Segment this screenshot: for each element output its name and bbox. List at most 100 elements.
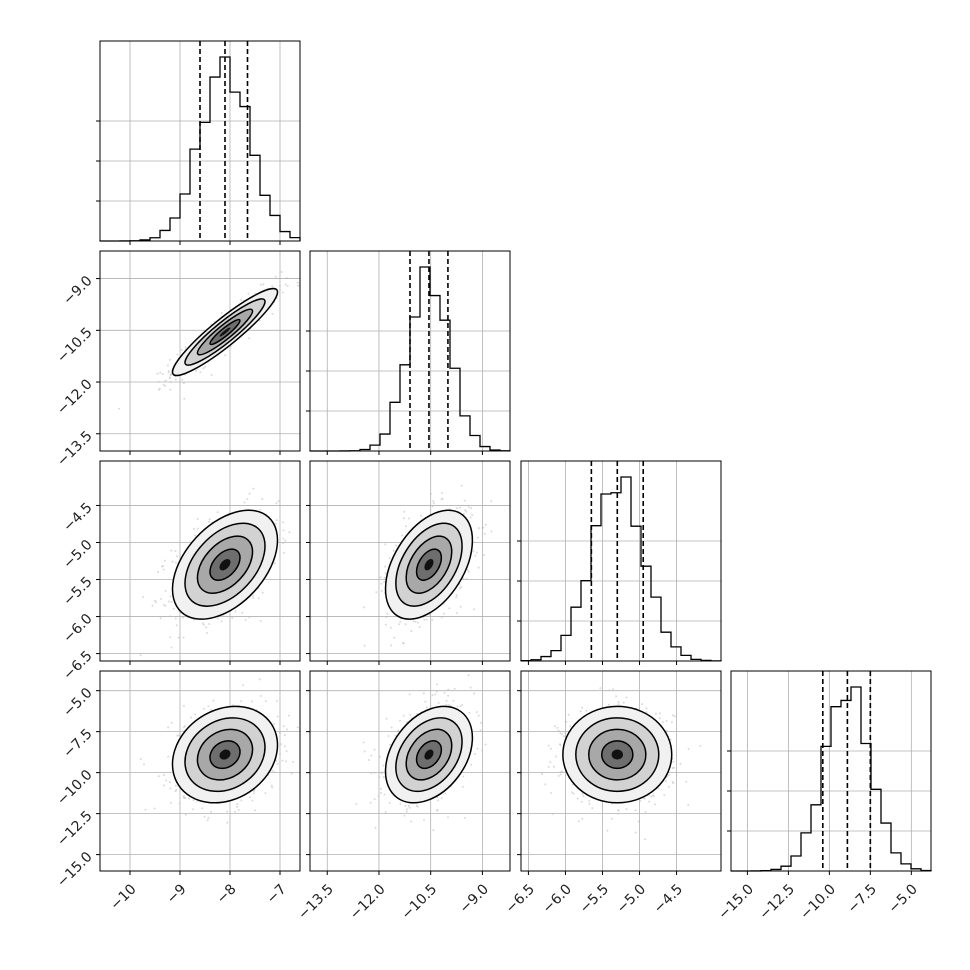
scatter-point <box>380 589 383 592</box>
scatter-point <box>412 620 415 623</box>
y-tick-label: −13.5 <box>54 428 96 470</box>
scatter-point <box>273 562 276 565</box>
scatter-point <box>273 723 275 725</box>
scatter-point <box>383 793 386 796</box>
scatter-point <box>541 773 544 776</box>
scatter-point <box>399 620 402 623</box>
scatter-point <box>475 551 478 554</box>
scatter-point <box>157 571 160 573</box>
scatter-point <box>410 820 413 823</box>
scatter-point <box>167 371 170 374</box>
scatter-point <box>484 523 487 526</box>
scatter-point <box>665 720 668 722</box>
y-tick-label: −10.0 <box>54 767 96 809</box>
scatter-point <box>231 616 234 619</box>
scatter-point <box>202 367 205 370</box>
scatter-point <box>254 809 256 812</box>
tick-marks <box>517 540 678 665</box>
scatter-point <box>379 792 382 794</box>
scatter-point <box>576 797 579 800</box>
scatter-point <box>172 607 175 610</box>
scatter-point <box>194 370 197 372</box>
scatter-point <box>557 774 560 777</box>
scatter-point <box>285 728 288 731</box>
scatter-point <box>248 492 251 495</box>
scatter-point <box>441 497 444 500</box>
scatter-point <box>617 809 620 812</box>
axes-frame <box>99 250 301 452</box>
scatter-point <box>264 700 267 703</box>
y-tick-label: −5.0 <box>60 685 95 720</box>
scatter-point <box>437 702 440 704</box>
scatter-point <box>403 814 406 817</box>
scatter-point <box>192 799 195 802</box>
scatter-point <box>478 527 480 530</box>
scatter-point <box>362 606 365 609</box>
scatter-point <box>276 715 279 718</box>
scatter-point <box>162 565 165 568</box>
x-tick-label: −12.5 <box>756 881 798 923</box>
scatter-point <box>258 678 261 681</box>
scatter-point <box>162 383 165 386</box>
scatter-point <box>284 283 287 286</box>
scatter-point <box>641 703 643 706</box>
scatter-point <box>569 725 572 728</box>
scatter-point <box>234 610 237 613</box>
scatter-point <box>184 813 187 816</box>
scatter-point <box>210 708 213 711</box>
x-tick-label: −7 <box>264 881 290 907</box>
scatter-point <box>670 721 673 724</box>
scatter-point <box>445 699 448 702</box>
scatter-point <box>379 576 382 579</box>
scatter-point <box>447 688 450 691</box>
scatter-point <box>432 502 435 505</box>
scatter-point <box>212 699 215 702</box>
scatter-point <box>687 747 690 750</box>
grid-lines <box>521 461 721 661</box>
scatter-point <box>251 700 253 703</box>
tick-marks <box>306 330 483 455</box>
scatter-point <box>206 819 209 822</box>
scatter-point <box>456 507 458 510</box>
scatter-point <box>176 353 179 356</box>
scatter-point <box>258 319 261 322</box>
scatter-point <box>271 769 274 772</box>
scatter-point <box>419 514 422 517</box>
scatter-point <box>588 802 591 805</box>
scatter-point <box>463 816 466 819</box>
scatter-point <box>424 700 427 703</box>
scatter-point <box>170 801 172 804</box>
scatter-point <box>687 803 690 806</box>
scatter-point <box>286 285 289 287</box>
scatter-point <box>455 594 458 597</box>
scatter-point <box>275 759 278 762</box>
scatter-point <box>384 543 387 546</box>
scatter-point <box>610 817 613 820</box>
tick-marks <box>96 690 281 875</box>
scatter-point <box>460 585 463 588</box>
scatter-point <box>561 770 564 773</box>
scatter-point <box>240 299 242 301</box>
scatter-point <box>283 734 286 736</box>
y-tick-label: −4.5 <box>60 500 95 535</box>
scatter-point <box>192 808 195 811</box>
scatter-point <box>240 700 243 703</box>
scatter-point <box>377 795 380 798</box>
scatter-point <box>551 813 554 815</box>
scatter-point <box>554 725 557 728</box>
scatter-point <box>375 591 378 594</box>
scatter-point <box>481 749 484 752</box>
scatter-point <box>668 774 671 776</box>
scatter-point <box>285 760 287 763</box>
scatter-point <box>572 792 575 795</box>
scatter-point <box>158 388 160 391</box>
scatter-point <box>564 731 567 734</box>
scatter-point <box>599 687 602 690</box>
scatter-point <box>181 616 184 619</box>
scatter-point <box>373 771 376 774</box>
scatter-point <box>246 498 249 500</box>
scatter-point <box>447 694 450 697</box>
scatter-point <box>460 484 463 487</box>
scatter-point <box>226 810 228 813</box>
scatter-point <box>297 284 300 287</box>
